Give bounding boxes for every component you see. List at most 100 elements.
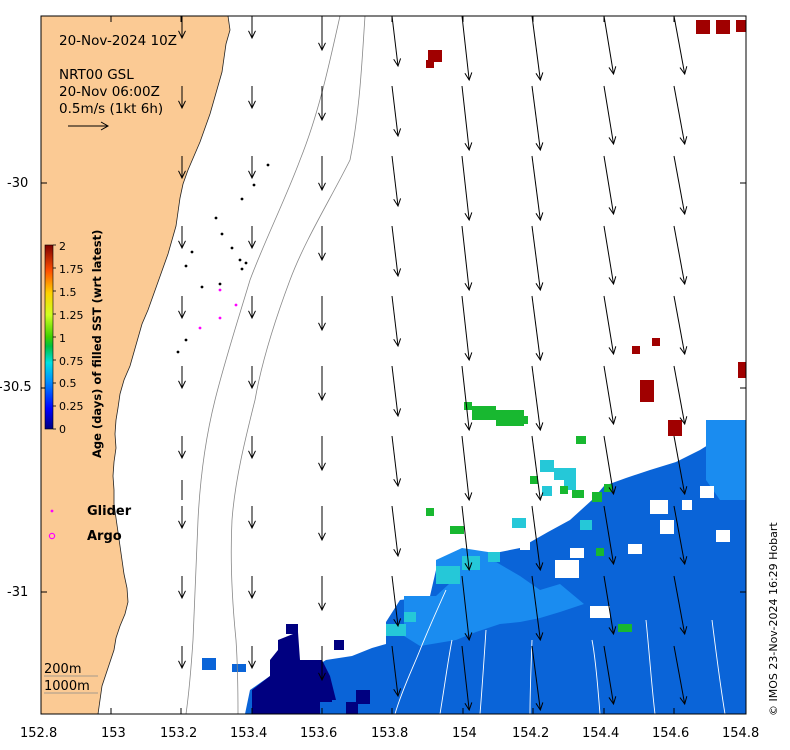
current-vector <box>391 295 399 347</box>
current-vector-head <box>393 58 402 68</box>
current-vector <box>673 365 686 425</box>
observation-dot <box>184 264 188 268</box>
sst-cell <box>736 20 746 32</box>
current-vector-head <box>178 520 186 530</box>
isobath-200m <box>185 16 341 714</box>
sst-cell <box>428 50 442 62</box>
sst-gap <box>650 500 668 514</box>
sst-cell <box>596 548 604 556</box>
sst-cell <box>334 640 344 650</box>
sst-gap <box>628 544 642 554</box>
current-vector-head <box>679 206 688 216</box>
x-tick-label: 154 <box>452 726 477 741</box>
sst-cell <box>462 556 480 570</box>
current-vector-head <box>178 100 186 110</box>
current-vector <box>603 16 615 75</box>
current-vector-head <box>608 696 617 706</box>
current-vector-head <box>318 672 326 682</box>
x-tick-label: 152.8 <box>20 726 58 741</box>
current-vector <box>531 225 541 291</box>
current-vector <box>603 225 615 285</box>
colorbar-tick-label: 0 <box>59 423 66 436</box>
current-vector-head <box>393 618 402 628</box>
current-vector-head <box>248 380 256 390</box>
current-vector-head <box>535 702 544 712</box>
current-vector-head <box>318 112 326 122</box>
current-vector <box>461 295 470 361</box>
isobath-200m-label: 200m <box>44 662 82 677</box>
sst-cell <box>356 690 370 704</box>
sst-gap <box>555 560 579 578</box>
current-vector-head <box>248 30 256 40</box>
current-vector-head <box>679 626 688 636</box>
sst-cell <box>346 702 358 714</box>
current-vector-head <box>679 696 688 706</box>
current-vector <box>531 505 541 571</box>
sst-cell <box>640 380 654 402</box>
current-vector-head <box>608 206 617 216</box>
current-vector-head <box>248 240 256 250</box>
x-tick-label: 153.8 <box>371 726 409 741</box>
sst-gap <box>682 500 692 510</box>
current-vector-head <box>608 416 617 426</box>
observation-dot <box>252 183 256 187</box>
y-tick-label: -31 <box>7 585 29 600</box>
sst-cell <box>530 476 538 484</box>
current-vector <box>391 155 399 207</box>
current-vector <box>531 435 541 501</box>
sst-gap <box>700 486 714 498</box>
current-vector <box>391 435 399 487</box>
current-vector <box>603 435 615 495</box>
sst-cell <box>592 492 602 502</box>
colorbar-ticks <box>53 244 56 430</box>
current-vector-head <box>535 142 544 152</box>
current-vector <box>673 645 686 705</box>
current-vector-head <box>679 66 688 76</box>
current-vector-head <box>679 556 688 566</box>
sst-cell <box>572 490 584 498</box>
sst-cell <box>450 526 464 534</box>
y-tick-label: -30.5 <box>0 380 32 395</box>
colorbar <box>44 244 54 430</box>
sst-cell <box>520 416 528 424</box>
current-vector-head <box>464 282 473 292</box>
sst-cell <box>668 420 682 436</box>
current-vector <box>461 85 470 151</box>
sst-contours <box>394 589 726 714</box>
current-vector-head <box>679 346 688 356</box>
sst-cell <box>232 664 246 672</box>
current-vector-head <box>679 276 688 286</box>
current-vector-head <box>248 100 256 110</box>
current-vector <box>461 155 470 221</box>
colorbar-tick-label: 0.25 <box>59 400 84 413</box>
current-vector <box>673 225 686 285</box>
current-vector <box>531 365 541 431</box>
current-vector <box>531 155 541 221</box>
current-vector-head <box>535 492 544 502</box>
current-vector <box>391 365 399 417</box>
x-tick-label: 153.4 <box>230 726 268 741</box>
observation-dots <box>176 163 270 354</box>
current-vector-head <box>178 590 186 600</box>
plot-frame <box>40 15 747 715</box>
sst-cell <box>716 20 730 34</box>
x-tick-label: 154.8 <box>722 726 760 741</box>
current-vector-head <box>178 380 186 390</box>
sst-cell <box>604 484 612 492</box>
current-vector <box>391 645 399 697</box>
current-vector-head <box>248 170 256 180</box>
sst-cell <box>386 624 406 636</box>
glider-position <box>234 303 238 307</box>
colorbar-tick-label: 1.25 <box>59 309 84 322</box>
current-vector <box>391 505 399 557</box>
sst-cell <box>540 460 554 472</box>
current-vector <box>673 85 686 145</box>
sst-cell <box>564 480 576 490</box>
observation-dot <box>184 338 188 342</box>
current-vector-head <box>679 136 688 146</box>
current-vector-head <box>393 198 402 208</box>
current-vector <box>603 365 615 425</box>
argo-legend-symbol <box>48 532 56 540</box>
current-vector-head <box>608 486 617 496</box>
